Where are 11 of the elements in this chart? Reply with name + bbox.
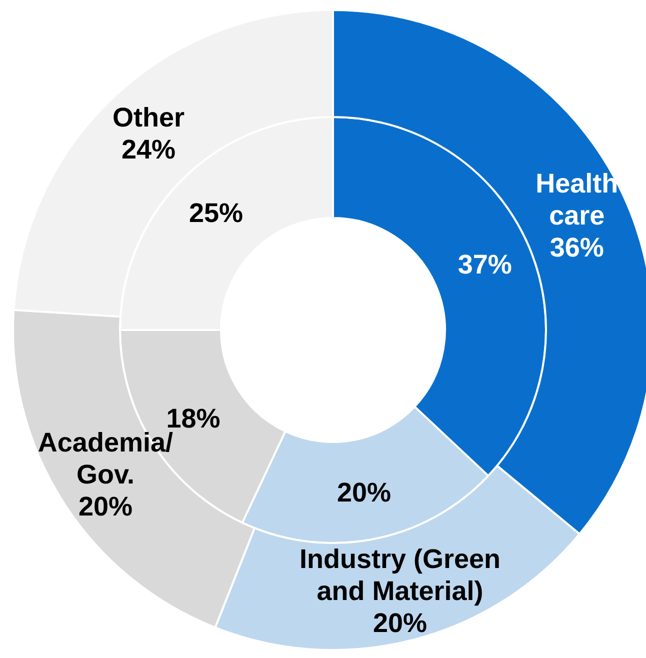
data-label: 20% bbox=[78, 491, 132, 522]
data-label: 37% bbox=[458, 249, 512, 280]
data-label: 20% bbox=[336, 478, 392, 508]
slice-label: Other bbox=[112, 102, 186, 133]
data-label: 24% bbox=[121, 134, 176, 165]
slice-label: Industry (Green and Material) bbox=[300, 544, 501, 606]
slice-label: Academia/Gov. bbox=[38, 427, 174, 490]
data-label: 36% bbox=[550, 232, 604, 262]
data-label: 25% bbox=[188, 198, 243, 228]
slice-label: Health care bbox=[536, 168, 618, 230]
data-label: 20% bbox=[373, 608, 428, 638]
